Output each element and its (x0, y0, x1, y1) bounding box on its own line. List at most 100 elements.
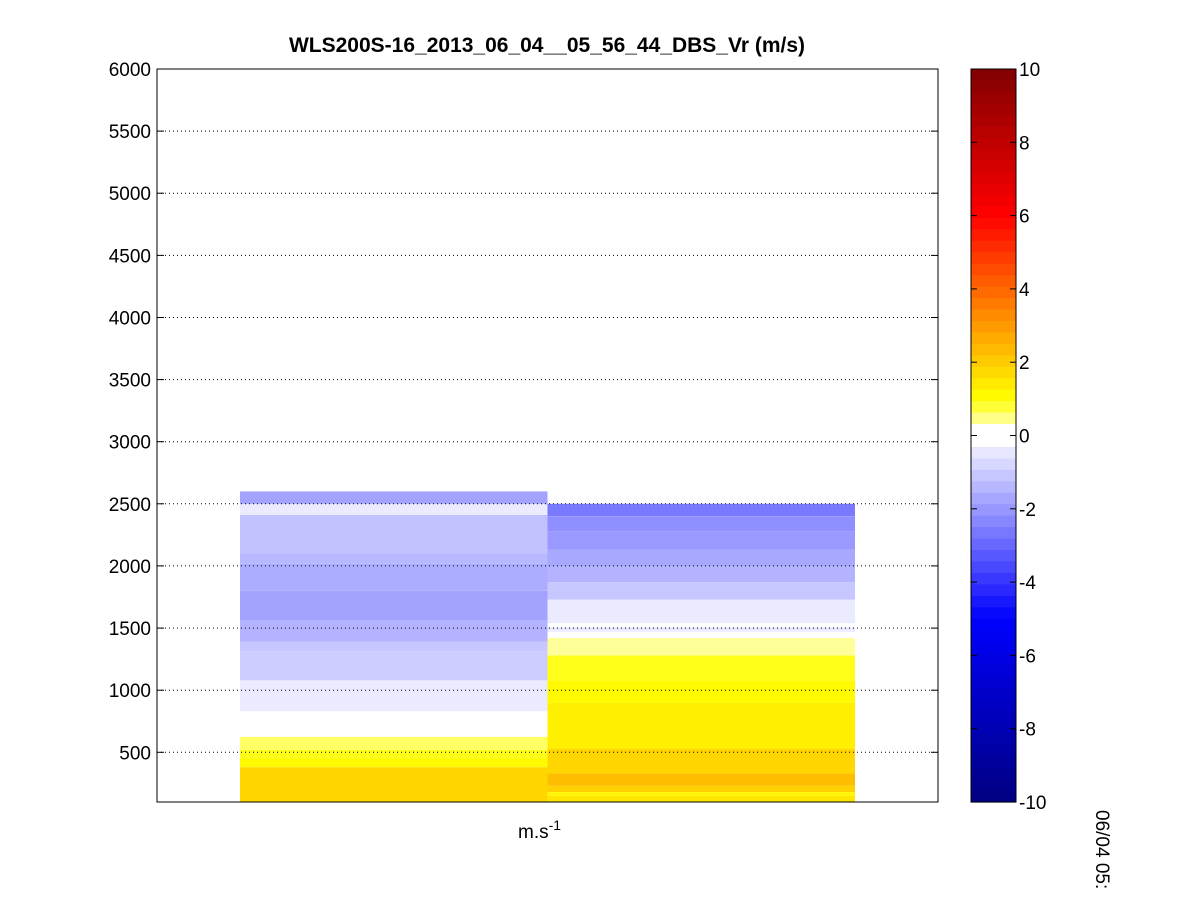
colorbar-segment-12 (971, 194, 1016, 208)
heat-cell-col1-14 (240, 503, 548, 515)
colorbar-segment-30 (971, 401, 1016, 414)
y-tick-label-4500: 4500 (109, 246, 151, 267)
colorbar-segment-57 (971, 710, 1016, 723)
colorbar-segment-24 (971, 332, 1016, 345)
colorbar-segment-49 (971, 618, 1016, 631)
y-tick-label-5000: 5000 (109, 184, 151, 205)
heat-cell-col2-18 (547, 516, 855, 532)
y-tick-label-3500: 3500 (109, 371, 151, 392)
heat-cell-col1-8 (240, 641, 548, 652)
colorbar-segment-42 (971, 538, 1016, 551)
y-tick-label-6000: 6000 (109, 60, 151, 81)
heat-cell-col2-11 (547, 626, 855, 632)
heat-cell-col1-7 (240, 651, 548, 681)
colorbar-segment-32 (971, 424, 1016, 437)
heat-cell-col2-3 (547, 785, 855, 792)
heat-cell-col2-6 (547, 702, 855, 749)
colorbar-segment-6 (971, 126, 1016, 139)
colorbar-segment-60 (971, 744, 1016, 757)
heat-cell-col2-2 (547, 792, 855, 796)
heat-cell-col1-6 (240, 680, 548, 712)
colorbar-segment-31 (971, 412, 1016, 425)
colorbar-tick-label--4: -4 (1019, 573, 1036, 594)
y-tick-label-500: 500 (119, 743, 151, 764)
chart-title: WLS200S-16_2013_06_04__05_56_44_DBS_Vr (… (289, 34, 805, 57)
colorbar-segment-14 (971, 217, 1016, 230)
colorbar-segment-21 (971, 298, 1016, 311)
colorbar-segment-27 (971, 366, 1016, 379)
colorbar-segment-54 (971, 676, 1016, 689)
colorbar-segment-20 (971, 286, 1016, 299)
y-ticks: 500 1000 1500 2000 2500 3000 3500 4000 4500 5000 5… (109, 60, 938, 764)
colorbar-segment-53 (971, 664, 1016, 677)
colorbar-segment-17 (971, 252, 1016, 265)
colorbar-segment-61 (971, 756, 1016, 769)
colorbar-segment-2 (971, 80, 1016, 93)
colorbar-segment-47 (971, 595, 1016, 608)
heat-cell-col1-9 (240, 620, 548, 642)
colorbar-segment-37 (971, 481, 1016, 494)
colorbar-segment-50 (971, 630, 1016, 643)
colorbar-segment-64 (971, 790, 1016, 803)
colorbar-segment-63 (971, 779, 1016, 792)
colorbar-segment-33 (971, 435, 1016, 448)
colorbar-segment-59 (971, 733, 1016, 746)
colorbar-segment-25 (971, 343, 1016, 356)
colorbar-segment-58 (971, 721, 1016, 734)
heat-cell-col1-12 (240, 553, 548, 564)
colorbar-segment-55 (971, 687, 1016, 700)
colorbar-tick-label-2: 2 (1019, 353, 1030, 374)
x-axis-label-superscript: -1 (549, 817, 562, 833)
colorbar-tick-label-8: 8 (1019, 133, 1030, 154)
colorbar-segment-10 (971, 172, 1016, 185)
heat-cell-col2-1 (547, 795, 855, 802)
y-tick-label-2500: 2500 (109, 495, 151, 516)
colorbar-segment-40 (971, 515, 1016, 528)
colorbar-segment-43 (971, 550, 1016, 563)
colorbar-ticks: 10 8 6 4 2 0 -2 -4 -6 -8 -10 (971, 60, 1046, 814)
colorbar-segment-36 (971, 469, 1016, 482)
colorbar-segment-34 (971, 446, 1016, 459)
colorbar-segment-13 (971, 206, 1016, 219)
colorbar-segment-16 (971, 240, 1016, 253)
heat-cell-col2-14 (547, 582, 855, 600)
colorbar-segment-1 (971, 69, 1016, 82)
colorbar-segment-35 (971, 458, 1016, 471)
y-tick-label-4000: 4000 (109, 309, 151, 330)
heat-cell-col2-15 (547, 565, 855, 583)
colorbar-segment-29 (971, 389, 1016, 402)
colorbar-tick-label--6: -6 (1019, 646, 1036, 667)
colorbar-segment-8 (971, 149, 1016, 162)
colorbar-tick-label--10: -10 (1019, 793, 1046, 814)
heat-cell-col2-7 (547, 680, 855, 703)
heatmap-cells (240, 491, 855, 802)
heat-cell-col2-8 (547, 655, 855, 681)
heat-cell-col1-3 (240, 749, 548, 758)
colorbar-segment-26 (971, 355, 1016, 368)
y-tick-label-5500: 5500 (109, 122, 151, 143)
heat-cell-col2-19 (547, 503, 855, 517)
y-tick-label-2000: 2000 (109, 557, 151, 578)
colorbar-segment-44 (971, 561, 1016, 574)
heat-cell-col1-1 (240, 767, 548, 802)
heat-cell-col2-4 (547, 773, 855, 786)
colorbar-segment-41 (971, 527, 1016, 540)
y-tick-label-1500: 1500 (109, 619, 151, 640)
heat-cell-col2-16 (547, 549, 855, 566)
y-tick-label-1000: 1000 (109, 681, 151, 702)
colorbar-tick-label--2: -2 (1019, 500, 1036, 521)
colorbar-segment-11 (971, 183, 1016, 196)
heat-cell-col1-13 (240, 515, 548, 554)
colorbar-segment-52 (971, 653, 1016, 666)
colorbar-tick-label--8: -8 (1019, 720, 1036, 741)
colorbar-segment-23 (971, 320, 1016, 334)
colorbar-segment-5 (971, 114, 1016, 127)
heat-cell-col2-9 (547, 638, 855, 656)
colorbar-tick-label-4: 4 (1019, 280, 1030, 301)
heat-cell-col2-10 (547, 631, 855, 638)
x-axis-label-base: m.s (518, 822, 549, 843)
colorbar-segment-15 (971, 229, 1016, 242)
colorbar-segment-28 (971, 378, 1016, 391)
heat-cell-col2-13 (547, 599, 855, 624)
